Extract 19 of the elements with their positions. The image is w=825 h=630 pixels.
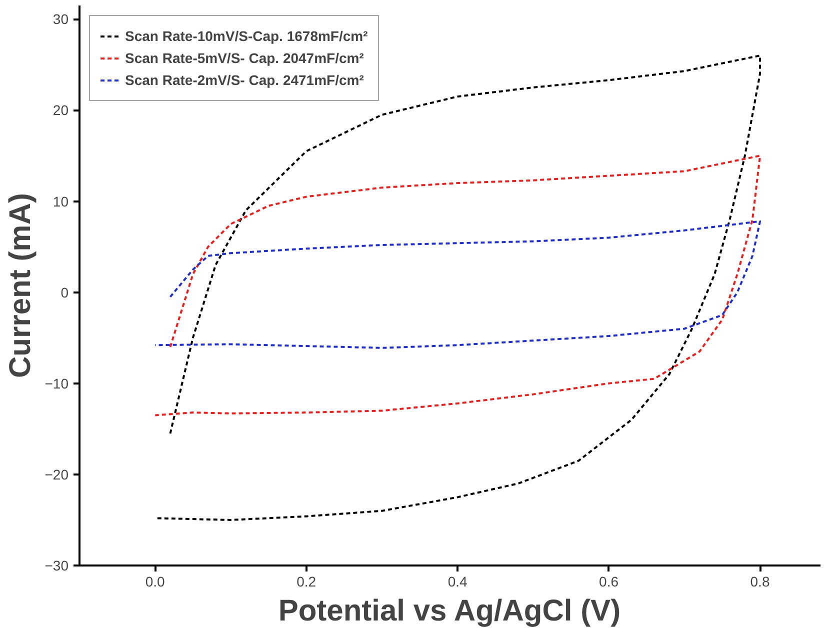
- x-axis-title: Potential vs Ag/AgCl (V): [278, 594, 621, 628]
- x-tick-label: 0.2: [296, 574, 316, 590]
- y-tick-label: −30: [44, 558, 69, 574]
- line-series: [154, 154, 762, 416]
- y-tick-label: −10: [44, 375, 69, 392]
- y-tick-label: 30: [52, 11, 69, 28]
- legend-label: Scan Rate-5mV/S- Cap. 2047mF/cm²: [125, 50, 364, 66]
- x-tick-label: 0.8: [750, 574, 770, 590]
- line-series: [154, 220, 762, 349]
- y-tick-label: 10: [52, 193, 69, 210]
- y-axis-title: Current (mA): [4, 193, 37, 378]
- x-tick-label: 0.6: [599, 574, 619, 590]
- legend-label: Scan Rate-2mV/S- Cap. 2471mF/cm²: [125, 72, 364, 88]
- y-tick-label: 0: [60, 284, 69, 300]
- legend-label: Scan Rate-10mV/S-Cap. 1678mF/cm²: [125, 28, 368, 44]
- x-tick-label: 0.0: [145, 574, 166, 590]
- y-tick-label: −20: [44, 466, 69, 482]
- y-tick-label: 20: [52, 102, 69, 118]
- x-tick-label: 0.4: [448, 574, 468, 590]
